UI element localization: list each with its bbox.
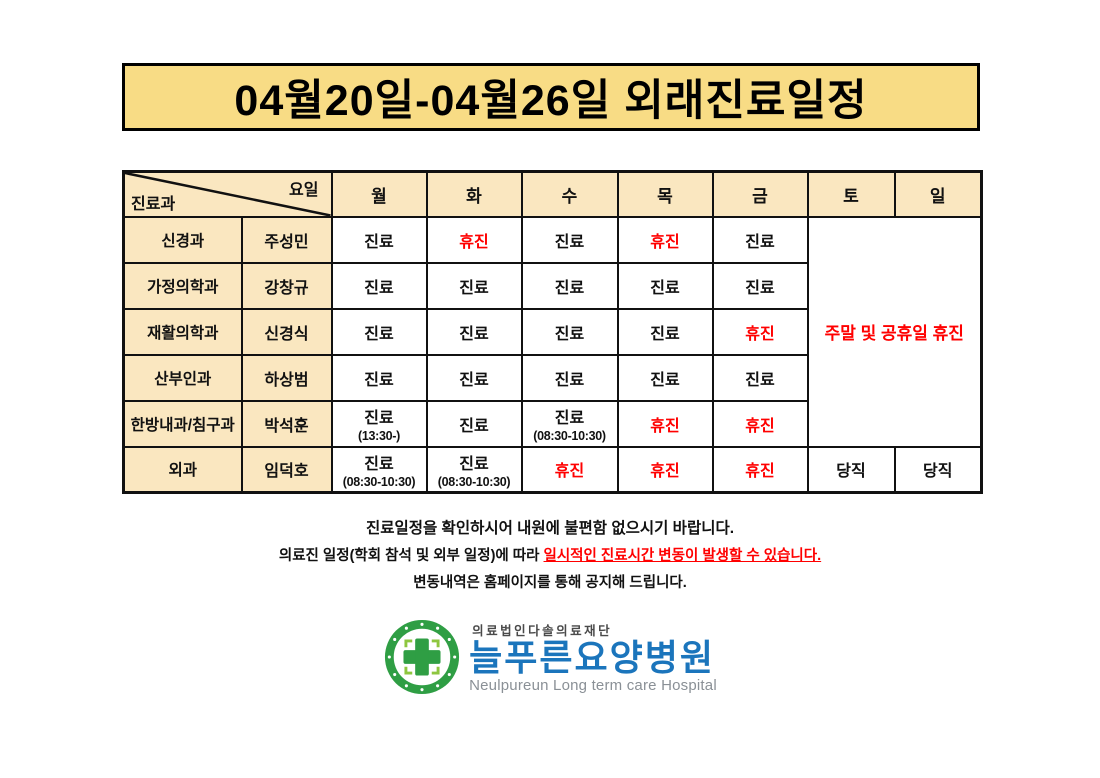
day-header-tue: 화: [425, 170, 523, 218]
day-header-fri: 금: [711, 170, 809, 218]
dept-cell: 한방내과/침구과: [122, 399, 243, 448]
schedule-cell: 진료 (08:30-10:30): [520, 399, 619, 448]
doctor-cell: 주성민: [240, 215, 333, 264]
dept-cell: 산부인과: [122, 353, 243, 402]
cell-status: 진료: [364, 410, 394, 427]
diagonal-line: [125, 173, 331, 216]
schedule-cell: 휴진: [616, 445, 714, 494]
schedule-cell: 휴진: [425, 215, 523, 264]
schedule-cell: 진료: [520, 215, 619, 264]
hospital-logo: 의료법인다솔의료재단 늘푸른요양병원 Neulpureun Long term …: [0, 618, 1100, 696]
doctor-cell: 하상범: [240, 353, 333, 402]
dept-cell: 외과: [122, 445, 243, 494]
day-header-sun: 일: [893, 170, 983, 218]
schedule-cell: 휴진: [616, 215, 714, 264]
weekend-note-cell: 주말 및 공휴일 휴진: [806, 215, 983, 448]
schedule-cell: 휴진: [616, 399, 714, 448]
cell-status: 진료: [554, 410, 585, 427]
duty-cell-sat: 당직: [806, 445, 896, 494]
schedule-cell: 진료 (08:30-10:30): [425, 445, 523, 494]
duty-cell-sun: 당직: [893, 445, 983, 494]
day-header-mon: 월: [330, 170, 428, 218]
hospital-english-name: Neulpureun Long term care Hospital: [469, 677, 717, 695]
schedule-cell: 휴진: [711, 445, 809, 494]
hospital-emblem-icon: [385, 619, 460, 695]
cell-time: (13:30-): [357, 429, 401, 443]
hospital-logo-text: 의료법인다솔의료재단 늘푸른요양병원 Neulpureun Long term …: [469, 620, 717, 695]
schedule-cell: 진료: [711, 353, 809, 402]
dept-cell: 신경과: [122, 215, 243, 264]
doctor-cell: 임덕호: [240, 445, 333, 494]
day-header-sat: 토: [806, 170, 896, 218]
schedule-cell: 진료: [711, 261, 809, 310]
schedule-cell: 진료: [330, 261, 428, 310]
cross-icon: [403, 638, 441, 676]
table-row: 가정의학과 강창규 진료 진료 진료 진료 진료: [122, 261, 982, 310]
schedule-cell: 진료: [616, 307, 714, 356]
table-row: 외과 임덕호 진료 (08:30-10:30) 진료 (08:30-10:30)…: [122, 445, 983, 494]
cell-status: 진료: [459, 455, 489, 473]
corner-header-cell: 요일 진료과: [122, 170, 333, 218]
cross-corner-accents: [404, 639, 440, 675]
schedule-cell: 진료: [520, 307, 619, 356]
doctor-cell: 신경식: [240, 307, 333, 356]
schedule-table-wrap: 요일 진료과 월 화 수 목 금 토 일 신경과 주성민 진료 휴진 진료 휴진…: [122, 170, 983, 494]
schedule-cell: 진료: [425, 353, 523, 402]
notice-line-2-highlight: 일시적인 진료시간 변동이 발생할 수 있습니다.: [543, 548, 822, 564]
schedule-cell: 진료: [330, 215, 428, 264]
cell-time: (08:30-10:30): [437, 474, 511, 489]
table-row: 재활의학과 신경식 진료 진료 진료 진료 휴진: [122, 307, 982, 356]
table-row: 산부인과 하상범 진료 진료 진료 진료 진료: [122, 353, 982, 402]
day-header-thu: 목: [616, 170, 714, 218]
title-banner: 04월20일-04월26일 외래진료일정: [122, 63, 980, 131]
doctor-cell: 박석훈: [240, 399, 333, 448]
table-row: 신경과 주성민 진료 휴진 진료 휴진 진료 주말 및 공휴일 휴진: [122, 215, 983, 448]
schedule-cell: 진료: [330, 353, 428, 402]
dept-cell: 가정의학과: [122, 261, 243, 310]
schedule-table: 요일 진료과 월 화 수 목 금 토 일 신경과 주성민 진료 휴진 진료 휴진…: [122, 170, 983, 494]
hospital-name: 늘푸른요양병원: [469, 636, 715, 678]
notice-line-1: 진료일정을 확인하시어 내원에 불편함 없으시기 바랍니다.: [365, 520, 735, 537]
schedule-cell: 휴진: [520, 445, 619, 494]
schedule-cell: 휴진: [711, 307, 809, 356]
foundation-name: 의료법인다솔의료재단: [472, 623, 613, 638]
corner-day-label: 요일: [289, 182, 319, 199]
notice-line-2-prefix: 의료진 일정(학회 참석 및 외부 일정)에 따라: [278, 548, 544, 564]
schedule-cell: 진료: [616, 353, 714, 402]
cell-status: 진료: [364, 455, 394, 473]
corner-dept-label: 진료과: [131, 195, 176, 213]
schedule-cell: 진료: [425, 399, 523, 448]
day-header-wed: 수: [520, 170, 619, 218]
schedule-cell: 휴진: [711, 399, 809, 448]
schedule-cell: 진료: [520, 353, 619, 402]
notice-block: 진료일정을 확인하시어 내원에 불편함 없으시기 바랍니다. 의료진 일정(학회…: [0, 516, 1100, 592]
page-title: 04월20일-04월26일 외래진료일정: [234, 77, 868, 125]
schedule-cell: 진료: [520, 261, 619, 310]
schedule-cell: 진료: [330, 307, 428, 356]
notice-line-3: 변동내역은 홈페이지를 통해 공지해 드립니다.: [413, 575, 687, 591]
schedule-cell: 진료: [616, 261, 714, 310]
doctor-cell: 강창규: [240, 261, 333, 310]
table-row: 한방내과/침구과 박석훈 진료 (13:30-) 진료 진료 (08:30-10…: [122, 399, 982, 448]
schedule-cell: 진료: [425, 261, 523, 310]
schedule-cell: 진료: [711, 215, 809, 264]
schedule-cell: 진료: [425, 307, 523, 356]
notice-line-2: 의료진 일정(학회 참석 및 외부 일정)에 따라 일시적인 진료시간 변동이 …: [0, 544, 1100, 565]
schedule-cell: 진료 (13:30-): [330, 399, 428, 448]
dept-cell: 재활의학과: [122, 307, 243, 356]
cell-time: (08:30-10:30): [342, 474, 416, 489]
cell-time: (08:30-10:30): [533, 429, 606, 443]
schedule-cell: 진료 (08:30-10:30): [330, 445, 428, 494]
